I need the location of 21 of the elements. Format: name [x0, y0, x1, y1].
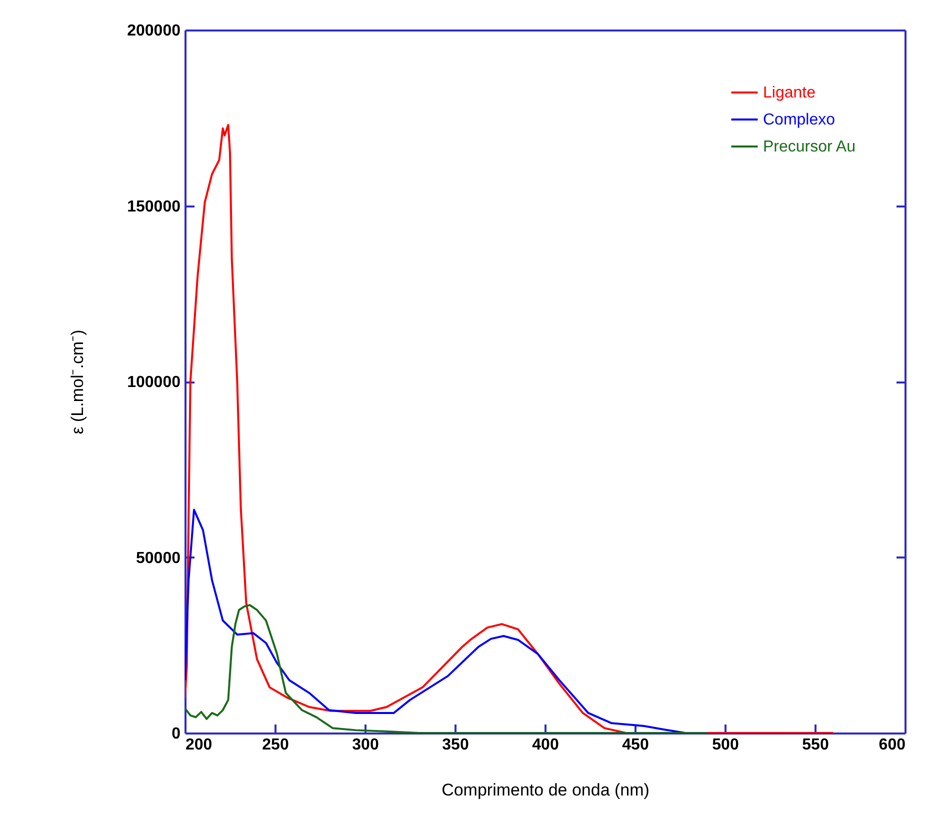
line-series — [185, 508, 686, 733]
y-axis-title: ε (L.mol⁻.cm⁻) — [68, 330, 88, 434]
x-tick-label: 300 — [352, 736, 379, 754]
y-tick-label: 50000 — [136, 550, 181, 567]
y-tick-label: 150000 — [127, 198, 181, 216]
x-tick-label: 400 — [532, 736, 559, 754]
x-tick-label: 350 — [442, 736, 469, 754]
x-tick-label: 450 — [622, 736, 649, 754]
x-tick-label: 500 — [712, 736, 739, 754]
legend-label: Precursor Au — [763, 138, 856, 156]
legend-label: Complexo — [763, 112, 836, 128]
legend-label: Ligante — [763, 84, 816, 102]
y-tick-label: 100000 — [127, 374, 181, 391]
x-axis-title: Comprimento de onda (nm) — [442, 780, 650, 800]
x-tick-label: 200 — [186, 736, 212, 754]
x-tick-label: 550 — [802, 736, 829, 754]
y-tick-label: 200000 — [127, 22, 181, 40]
y-tick-label: 0 — [172, 726, 181, 742]
line-series — [185, 604, 708, 733]
x-tick-label: 250 — [262, 736, 289, 754]
x-tick-label: 600 — [878, 736, 906, 754]
